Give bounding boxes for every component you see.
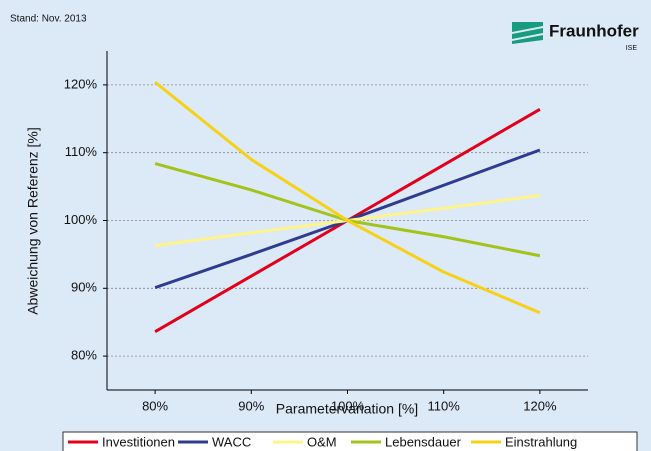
- legend-label: Investitionen: [102, 434, 175, 449]
- legend-label: O&M: [307, 434, 337, 449]
- y-tick-label: 90%: [71, 280, 97, 295]
- y-tick-label: 110%: [65, 144, 98, 159]
- y-tick-label: 80%: [71, 348, 97, 363]
- legend: [62, 431, 638, 451]
- x-tick-label: 100%: [331, 398, 365, 413]
- x-axis-title: Parametervariation [%]: [276, 401, 418, 417]
- x-tick-label: 80%: [142, 398, 168, 413]
- y-tick-label: 120%: [64, 76, 98, 91]
- x-tick-label: 110%: [428, 398, 461, 413]
- x-tick-label: 120%: [523, 398, 557, 413]
- note: Stand: Nov. 2013: [10, 14, 87, 25]
- logo-icon: [512, 22, 543, 44]
- legend-label: Lebensdauer: [385, 434, 462, 449]
- series-line: [154, 81, 541, 315]
- legend-label: Einstrahlung: [505, 434, 577, 449]
- logo-name: Fraunhofer: [549, 21, 639, 40]
- x-tick-label: 90%: [238, 398, 264, 413]
- logo-sub: ISE: [626, 45, 638, 52]
- y-axis-title: Abweichung von Referenz [%]: [25, 127, 41, 315]
- y-tick-label: 100%: [64, 212, 98, 227]
- legend-label: WACC: [212, 434, 251, 449]
